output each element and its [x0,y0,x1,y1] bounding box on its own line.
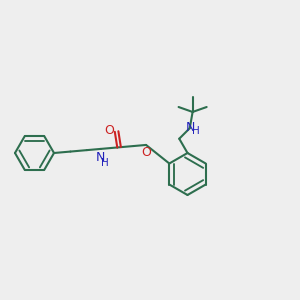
Text: N: N [186,121,195,134]
Text: N: N [96,151,106,164]
Text: H: H [101,158,109,168]
Text: H: H [193,126,200,136]
Text: O: O [104,124,114,137]
Text: O: O [141,146,151,159]
